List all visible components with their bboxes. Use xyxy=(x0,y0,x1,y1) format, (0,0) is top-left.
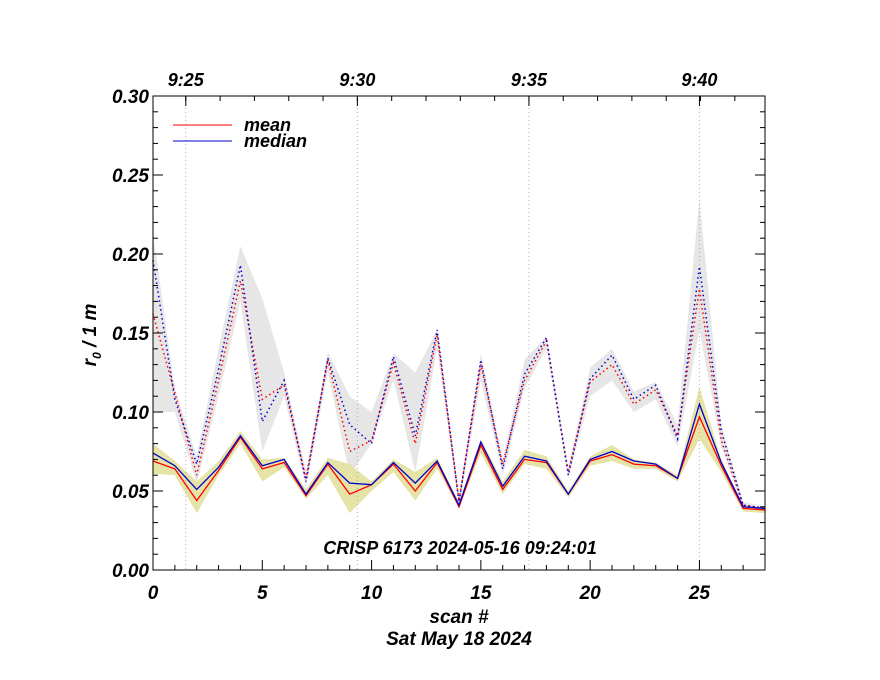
series-lines xyxy=(152,260,766,511)
x-axis-date-label: Sat May 18 2024 xyxy=(386,629,532,650)
y-tick-label: 0.15 xyxy=(112,324,149,345)
time-tick-label: 9:30 xyxy=(339,70,375,90)
y-tick-label: 0.05 xyxy=(112,482,149,503)
x-tick-label: 10 xyxy=(361,583,383,604)
legend-median-label: median xyxy=(244,131,307,151)
tick-marks xyxy=(152,95,766,571)
series-line-0 xyxy=(152,280,766,510)
y-tick-label: 0.10 xyxy=(112,403,149,424)
y-axis-label: r0 / 1 m xyxy=(80,304,104,367)
y-axis-label-rest: / 1 m xyxy=(80,304,101,353)
tick-labels: 0.00 0.05 0.10 0.15 0.20 0.25 0.30 0 5 10 15 20 25 9:… xyxy=(112,70,717,604)
spread-bands xyxy=(153,198,765,514)
time-tick-label: 9:40 xyxy=(681,70,717,90)
legend: mean median xyxy=(173,115,307,151)
y-tick-label: 0.00 xyxy=(112,561,149,582)
x-tick-label: 5 xyxy=(257,583,268,604)
series-line-2 xyxy=(152,414,766,511)
chart-title: CRISP 6173 2024-05-16 09:24:01 xyxy=(323,538,597,558)
x-tick-label: 15 xyxy=(470,583,492,604)
y-tick-label: 0.20 xyxy=(112,245,149,266)
x-axis-label: scan # xyxy=(429,607,489,628)
x-tick-label: 0 xyxy=(148,583,159,604)
y-axis-label-main: r xyxy=(80,357,101,366)
band-upper xyxy=(153,198,765,512)
series-line-3 xyxy=(152,402,766,510)
y-tick-label: 0.25 xyxy=(112,166,149,187)
grid-lines xyxy=(185,96,700,570)
series-line-1 xyxy=(152,260,766,510)
legend-mean-label: mean xyxy=(244,115,291,135)
x-tick-label: 20 xyxy=(579,583,602,604)
x-tick-label: 25 xyxy=(688,583,711,604)
y-tick-label: 0.30 xyxy=(112,87,149,108)
time-tick-label: 9:35 xyxy=(511,70,548,90)
y-axis-label-sub: 0 xyxy=(90,352,104,359)
time-tick-label: 9:25 xyxy=(168,70,205,90)
svg-text:r0 / 1 m: r0 / 1 m xyxy=(80,304,104,367)
band-lower xyxy=(153,386,765,514)
